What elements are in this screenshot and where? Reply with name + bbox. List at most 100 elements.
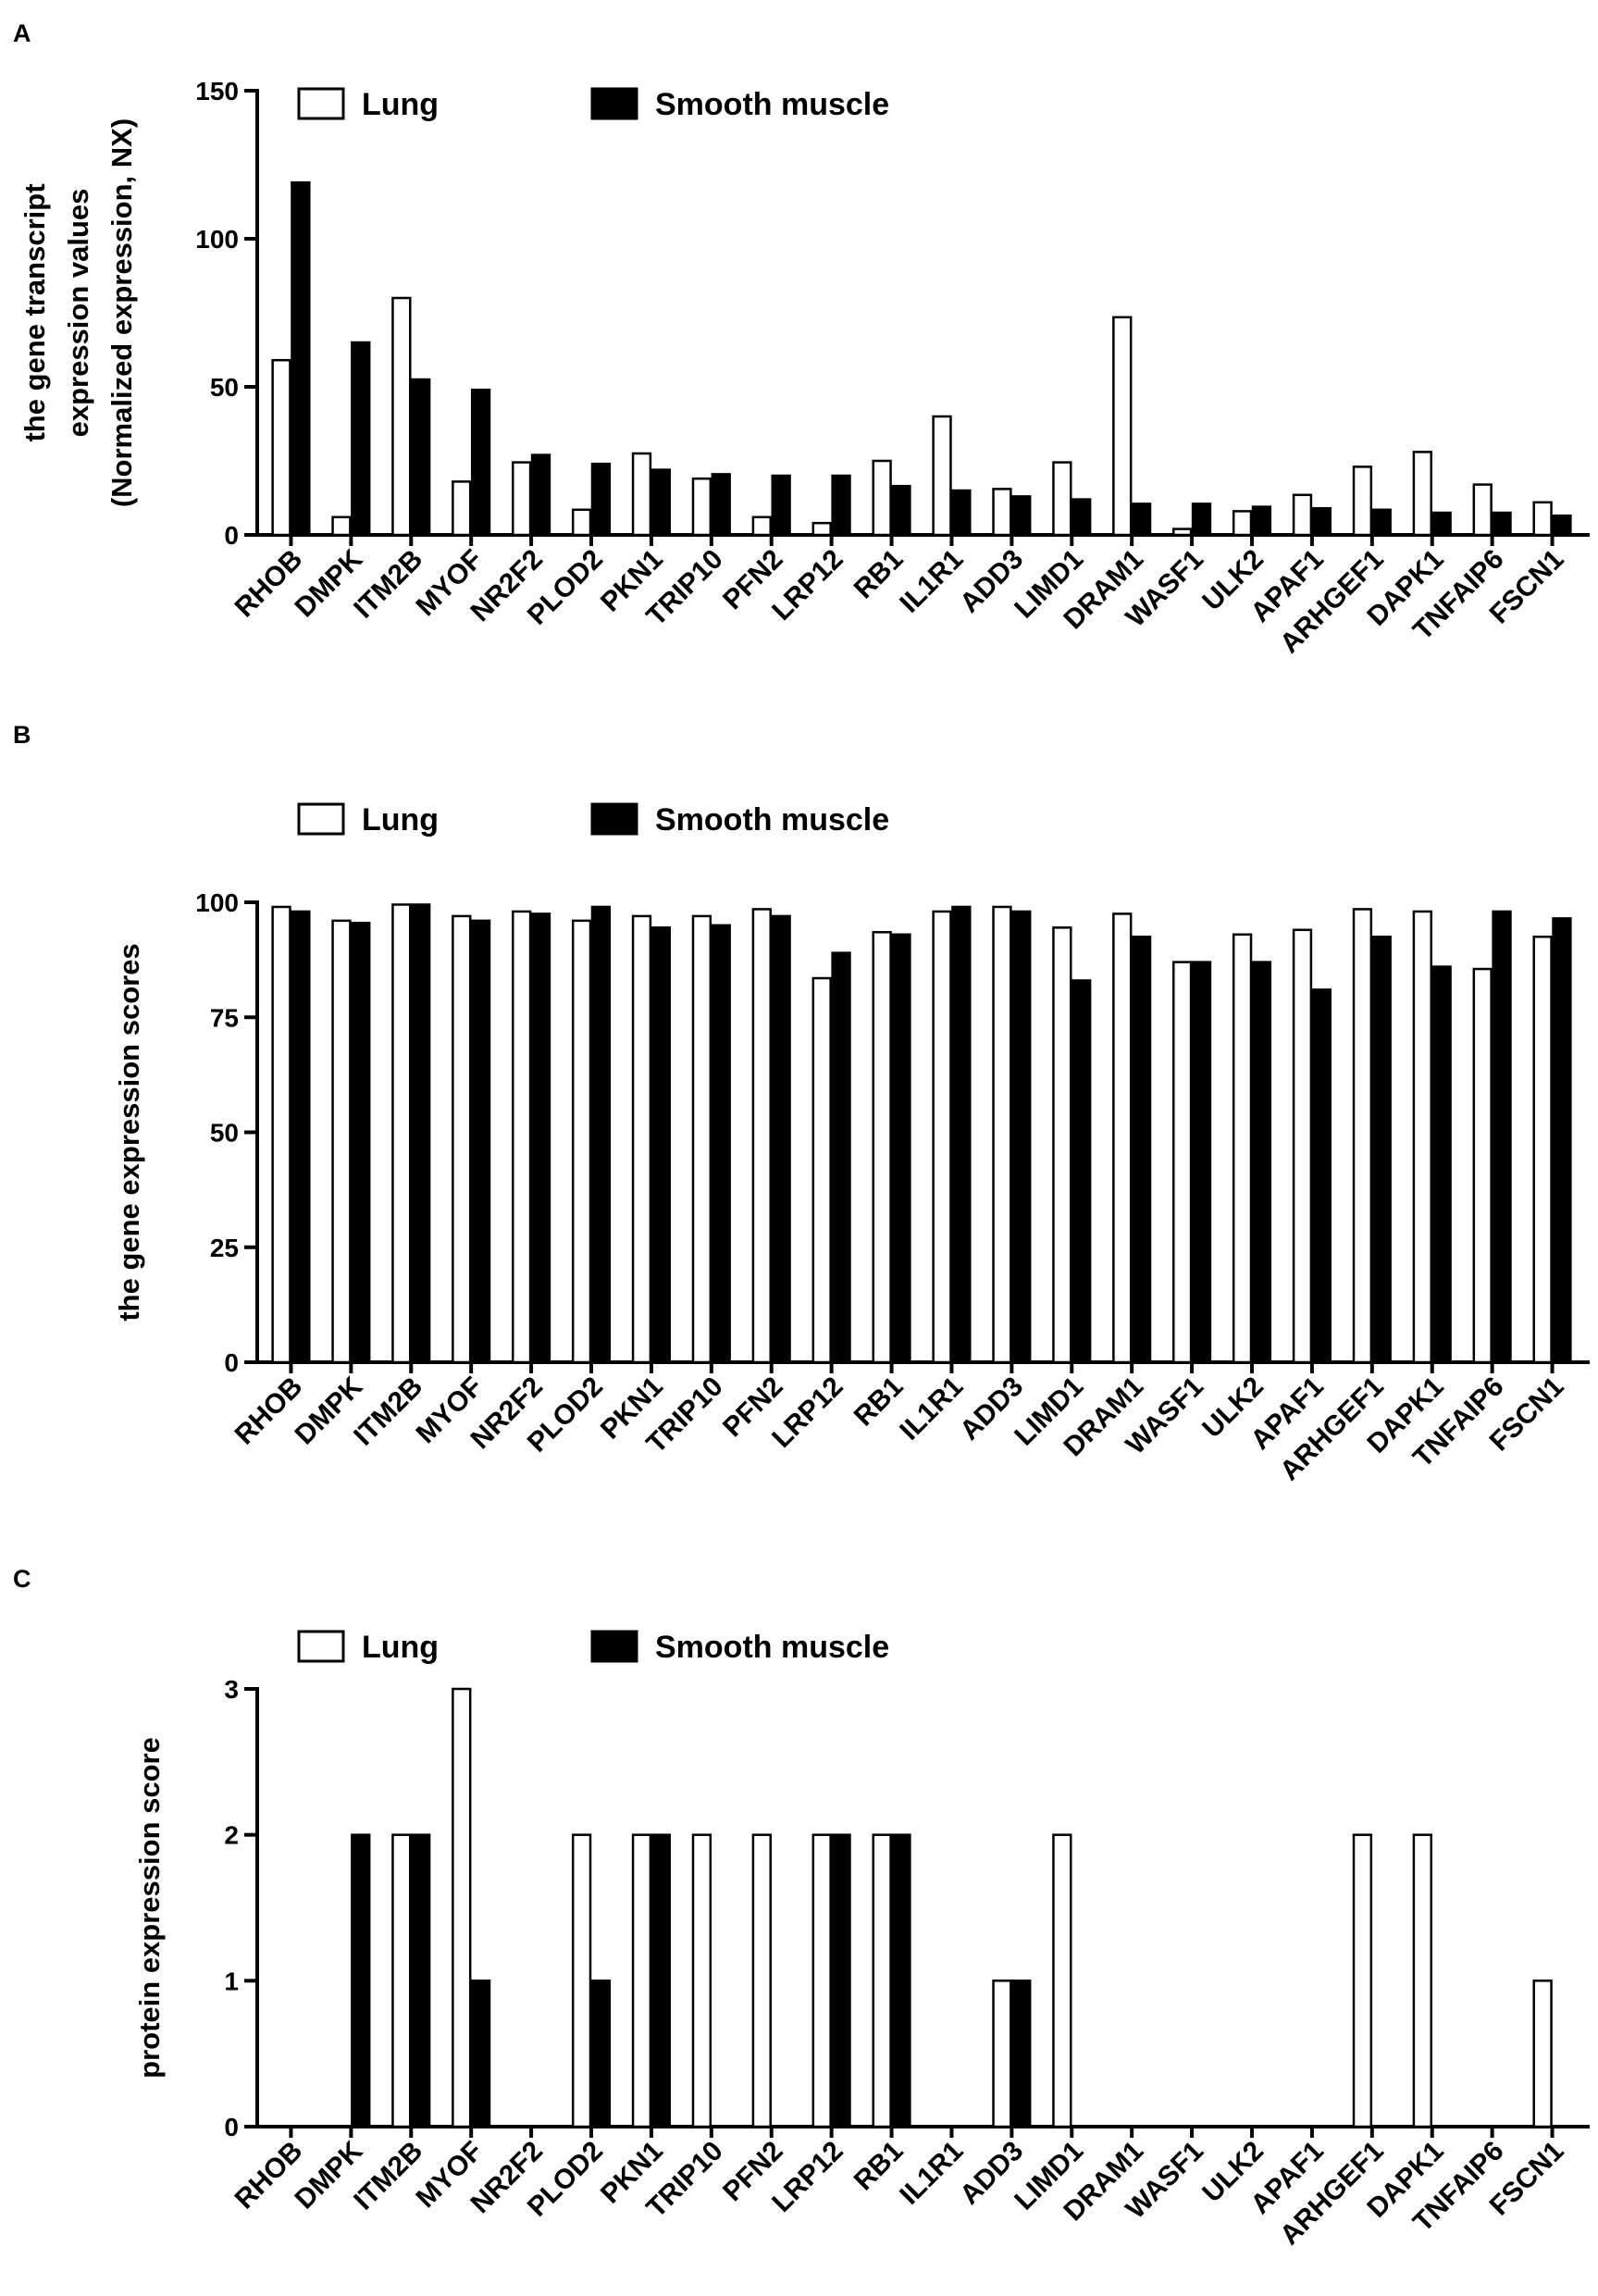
bar-lung-itm2b: [391, 296, 412, 537]
bar-lung-tnfaip6: [1472, 483, 1493, 537]
bar-smooth-muscle-limd1: [1072, 498, 1092, 537]
panel-label: A: [13, 19, 31, 47]
bar-lung-nr2f2: [512, 910, 532, 1364]
bar-lung-trip10: [691, 477, 712, 537]
bar-lung-rb1: [872, 931, 892, 1364]
bar-lung-myof: [452, 1687, 472, 2128]
bar-smooth-muscle-rb1: [891, 1833, 911, 2128]
bar-lung-wasf1: [1172, 527, 1193, 537]
bar-lung-add3: [992, 488, 1012, 537]
bar-lung-lrp12: [811, 521, 832, 537]
panel-label: B: [13, 721, 31, 749]
legend-swatch-smooth-muscle: [590, 87, 638, 120]
bar-smooth-muscle-pfn2: [771, 914, 791, 1364]
bar-lung-add3: [992, 1980, 1012, 2128]
legend-swatch-lung: [297, 802, 345, 836]
legend-swatch-smooth-muscle: [590, 1630, 638, 1663]
legend-swatch-lung: [297, 87, 345, 120]
bar-smooth-muscle-il1r1: [951, 905, 972, 1364]
bar-smooth-muscle-dmpk: [351, 922, 371, 1364]
bar-smooth-muscle-itm2b: [411, 903, 431, 1364]
bar-smooth-muscle-itm2b: [411, 378, 431, 537]
bar-lung-myof: [452, 914, 472, 1364]
bar-smooth-muscle-ulk2: [1251, 505, 1272, 537]
bar-lung-tnfaip6: [1472, 967, 1493, 1364]
bar-lung-trip10: [691, 914, 712, 1364]
bar-lung-itm2b: [391, 903, 412, 1364]
bar-lung-rb1: [872, 459, 892, 537]
bar-smooth-muscle-dapk1: [1431, 965, 1452, 1364]
legend-label-lung: Lung: [362, 87, 439, 122]
legend-swatch-smooth-muscle: [590, 802, 638, 836]
bar-lung-plod2: [571, 1833, 592, 2128]
bar-lung-dapk1: [1412, 451, 1432, 537]
x-category-label: RHOB: [229, 2136, 309, 2215]
bar-lung-ulk2: [1232, 933, 1253, 1364]
bar-smooth-muscle-pkn1: [650, 1833, 671, 2128]
bar-lung-pfn2: [751, 1833, 772, 2128]
bar-lung-arhgef1: [1352, 465, 1373, 537]
x-category-label: ITM2B: [348, 2136, 428, 2216]
y-tick-label: 50: [210, 373, 239, 402]
bar-smooth-muscle-wasf1: [1191, 503, 1212, 537]
bar-lung-plod2: [571, 508, 592, 537]
bar-lung-pfn2: [751, 908, 772, 1364]
legend-swatch-lung: [297, 1630, 345, 1663]
bar-lung-arhgef1: [1352, 908, 1373, 1364]
bar-smooth-muscle-limd1: [1072, 979, 1092, 1364]
bar-smooth-muscle-rhob: [291, 910, 311, 1364]
bar-lung-limd1: [1052, 1833, 1072, 2128]
bar-smooth-muscle-rhob: [291, 180, 311, 537]
bar-lung-arhgef1: [1352, 1833, 1373, 2128]
bar-smooth-muscle-arhgef1: [1371, 936, 1392, 1364]
bar-lung-dram1: [1112, 316, 1133, 537]
bar-smooth-muscle-apaf1: [1311, 988, 1332, 1364]
bar-smooth-muscle-il1r1: [951, 489, 972, 537]
bar-lung-limd1: [1052, 461, 1072, 537]
bar-smooth-muscle-itm2b: [411, 1833, 431, 2128]
bar-smooth-muscle-fscn1: [1552, 917, 1572, 1364]
x-category-label: IL1R1: [894, 2136, 969, 2211]
bar-lung-rb1: [872, 1833, 892, 2128]
y-tick-label: 100: [195, 225, 239, 254]
bar-smooth-muscle-trip10: [711, 473, 731, 537]
bar-smooth-muscle-fscn1: [1552, 514, 1572, 537]
bar-smooth-muscle-add3: [1011, 910, 1032, 1364]
bar-smooth-muscle-pfn2: [771, 474, 791, 537]
bar-smooth-muscle-ulk2: [1251, 961, 1272, 1364]
bar-smooth-muscle-plod2: [590, 905, 612, 1364]
bar-lung-fscn1: [1532, 501, 1553, 537]
bar-smooth-muscle-plod2: [590, 462, 612, 537]
bar-smooth-muscle-tnfaip6: [1492, 511, 1512, 537]
bar-lung-trip10: [691, 1833, 712, 2128]
y-tick-label: 0: [224, 521, 239, 550]
bar-lung-rhob: [271, 905, 291, 1364]
bar-lung-fscn1: [1532, 1980, 1553, 2128]
bar-lung-pkn1: [631, 1833, 652, 2128]
bar-lung-dmpk: [331, 515, 352, 537]
y-tick-label: 150: [195, 77, 239, 105]
bar-lung-dapk1: [1412, 910, 1432, 1364]
bar-lung-lrp12: [811, 1833, 832, 2128]
legend-label-smooth-muscle: Smooth muscle: [655, 802, 889, 838]
bar-smooth-muscle-add3: [1011, 495, 1032, 537]
bar-lung-limd1: [1052, 926, 1072, 1364]
panel-label: C: [13, 1565, 31, 1593]
bar-smooth-muscle-plod2: [590, 1980, 612, 2128]
x-category-label: IL1R1: [894, 544, 969, 619]
bar-lung-pkn1: [631, 914, 652, 1364]
y-axis-title: protein expression score: [133, 1737, 166, 2079]
bar-lung-lrp12: [811, 976, 832, 1364]
y-tick-label: 1: [224, 1967, 239, 1995]
bar-smooth-muscle-nr2f2: [530, 453, 551, 537]
bar-smooth-muscle-add3: [1011, 1980, 1032, 2128]
bar-lung-pfn2: [751, 515, 772, 537]
y-axis-title: (Normalized expression, NX): [105, 118, 138, 507]
bar-smooth-muscle-tnfaip6: [1492, 910, 1512, 1364]
y-tick-label: 2: [224, 1821, 239, 1850]
bar-lung-apaf1: [1292, 493, 1313, 537]
bar-smooth-muscle-lrp12: [831, 951, 851, 1364]
bar-lung-il1r1: [932, 415, 952, 537]
